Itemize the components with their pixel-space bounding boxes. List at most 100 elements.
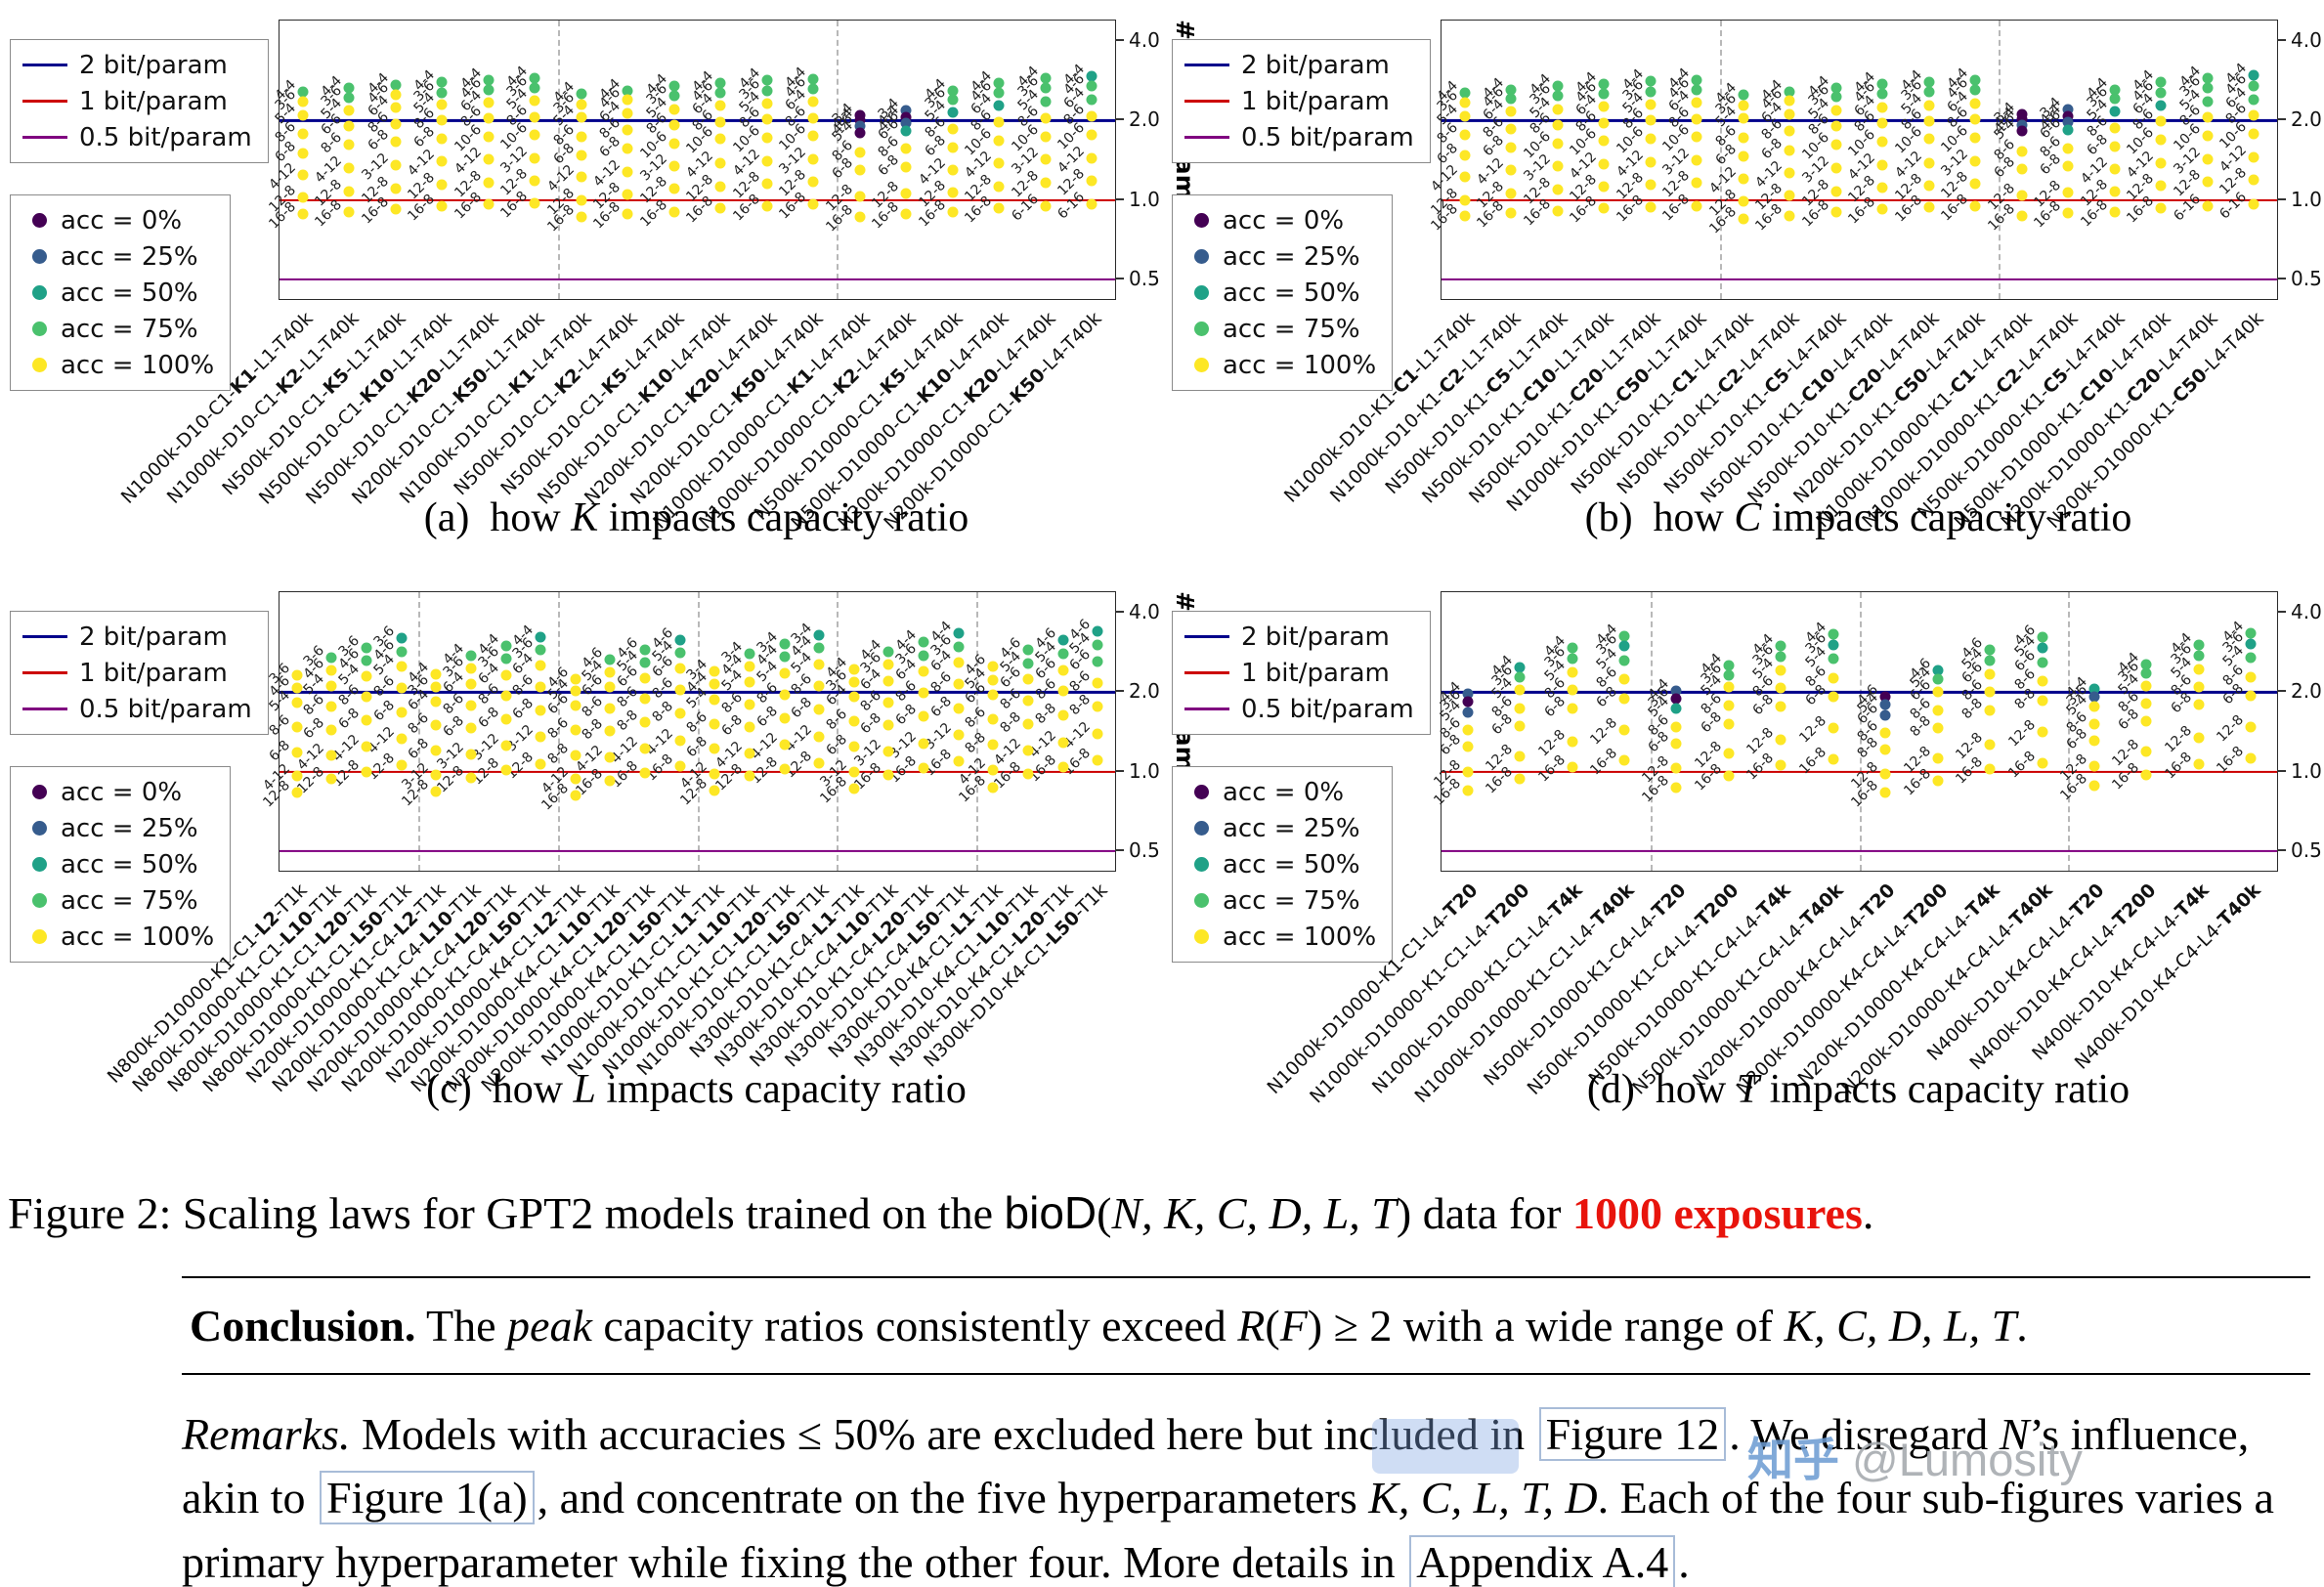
data-point (622, 124, 633, 136)
point-label: 8-6 (788, 670, 816, 698)
legend-area: 2 bit/param 1 bit/param 0.5 bit/param acc … (10, 39, 269, 391)
data-point (987, 739, 999, 751)
legend-dot-swatch (32, 785, 47, 799)
legend-label: 2 bit/param (1241, 50, 1390, 80)
data-point (1775, 701, 1786, 712)
data-point (1022, 745, 1034, 756)
data-point (1086, 152, 1097, 164)
legend-line-swatch (22, 635, 67, 638)
data-point (436, 76, 448, 88)
data-point (1040, 200, 1052, 211)
point-label: 4-12 (364, 723, 398, 757)
data-point (1879, 699, 1891, 710)
data-point (1022, 695, 1034, 707)
scatter-plot-c: 2 bit/param 1 bit/param 0.5 bit/param acc … (0, 578, 1199, 1149)
data-point (483, 177, 495, 189)
legend-label: acc = 50% (1223, 849, 1360, 879)
data-point (2155, 134, 2167, 146)
x-axis-labels: N1000k-D10-K1-C1-L1-T40k N1000k-D10-K1-C2… (1280, 300, 2276, 533)
legend-dot-swatch (32, 213, 47, 228)
reference-line (1442, 278, 2277, 280)
point-label: 8-6 (962, 704, 990, 732)
data-point (1552, 184, 1564, 195)
legend-row: acc = 50% (1184, 846, 1376, 882)
data-point (483, 84, 495, 96)
legend-row: acc = 100% (1184, 919, 1376, 955)
data-point (465, 722, 477, 734)
data-point (854, 120, 866, 132)
data-point (483, 153, 495, 165)
caption-variable: L (573, 1067, 596, 1112)
legend-row: acc = 50% (1184, 275, 1376, 311)
data-point (2062, 104, 2074, 115)
data-point (1459, 210, 1471, 222)
y-tick-mark (2277, 197, 2286, 200)
data-point (1040, 72, 1052, 84)
point-label: 6-8 (1437, 732, 1464, 759)
data-point (761, 74, 773, 86)
data-point (1040, 153, 1052, 165)
legend-dot-swatch (1194, 929, 1209, 944)
legend-row: acc = 100% (22, 919, 214, 955)
legend-dot-swatch (1194, 785, 1209, 799)
data-point (2193, 664, 2205, 675)
group-separator (557, 21, 560, 299)
data-point (1691, 177, 1702, 189)
reference-line (280, 849, 1115, 852)
text-segment: ( (1097, 1188, 1112, 1238)
data-point (1514, 720, 1526, 732)
point-label: 6-16 (2170, 191, 2204, 224)
data-point (900, 111, 912, 123)
data-point (854, 114, 866, 126)
point-label: 6-8 (718, 711, 746, 739)
data-point (2062, 160, 2074, 172)
legend-area: 2 bit/param 1 bit/param 0.5 bit/param acc … (1172, 611, 1431, 963)
data-point (1462, 766, 1474, 777)
ref-link[interactable]: Figure 1(a) (319, 1471, 535, 1525)
data-point (1879, 727, 1891, 739)
data-point (529, 197, 540, 209)
legend-dot-swatch (32, 929, 47, 944)
data-point (1932, 775, 1944, 787)
data-point (882, 697, 894, 708)
data-point (1514, 773, 1526, 785)
y-tick-value: 0.5 (2291, 266, 2322, 290)
data-point (465, 772, 477, 783)
data-point (1984, 686, 1996, 698)
point-label: 3-12 (503, 722, 538, 755)
point-label: 16-8 (2004, 748, 2039, 781)
legend-dot-swatch (1194, 322, 1209, 336)
data-point (848, 741, 860, 752)
data-point (1784, 190, 1795, 201)
ref-link[interactable]: Figure 12 (1538, 1407, 1727, 1461)
point-label: 6-16 (2216, 189, 2251, 223)
legend-dot-swatch (1194, 893, 1209, 908)
data-point (744, 770, 755, 782)
data-point (1775, 682, 1786, 694)
data-point (1876, 88, 1888, 100)
data-point (993, 135, 1005, 147)
data-point (291, 787, 303, 798)
data-point (2155, 87, 2167, 99)
data-point (882, 746, 894, 757)
data-point (2193, 681, 2205, 693)
data-point (604, 703, 616, 714)
point-label: 4-12 (1025, 727, 1059, 761)
data-point (1784, 125, 1795, 137)
watermark-handle: @Lumosity (1839, 1434, 2083, 1485)
data-point (2140, 680, 2152, 692)
data-point (854, 211, 866, 223)
data-point (1086, 70, 1097, 82)
data-point (1598, 78, 1610, 90)
data-point (854, 147, 866, 158)
scatter-plot-b: 2 bit/param 1 bit/param 0.5 bit/param acc … (1162, 6, 2324, 578)
data-point (1022, 658, 1034, 669)
data-point (297, 109, 309, 121)
data-point (1969, 132, 1981, 144)
legend-label: acc = 50% (1223, 278, 1360, 308)
y-tick-mark (2277, 611, 2286, 614)
legend-row: 0.5 bit/param (1184, 691, 1414, 727)
data-point (1923, 86, 1935, 98)
ref-link[interactable]: Appendix A.4 (1409, 1534, 1676, 1587)
point-label: 8-8 (649, 698, 676, 726)
